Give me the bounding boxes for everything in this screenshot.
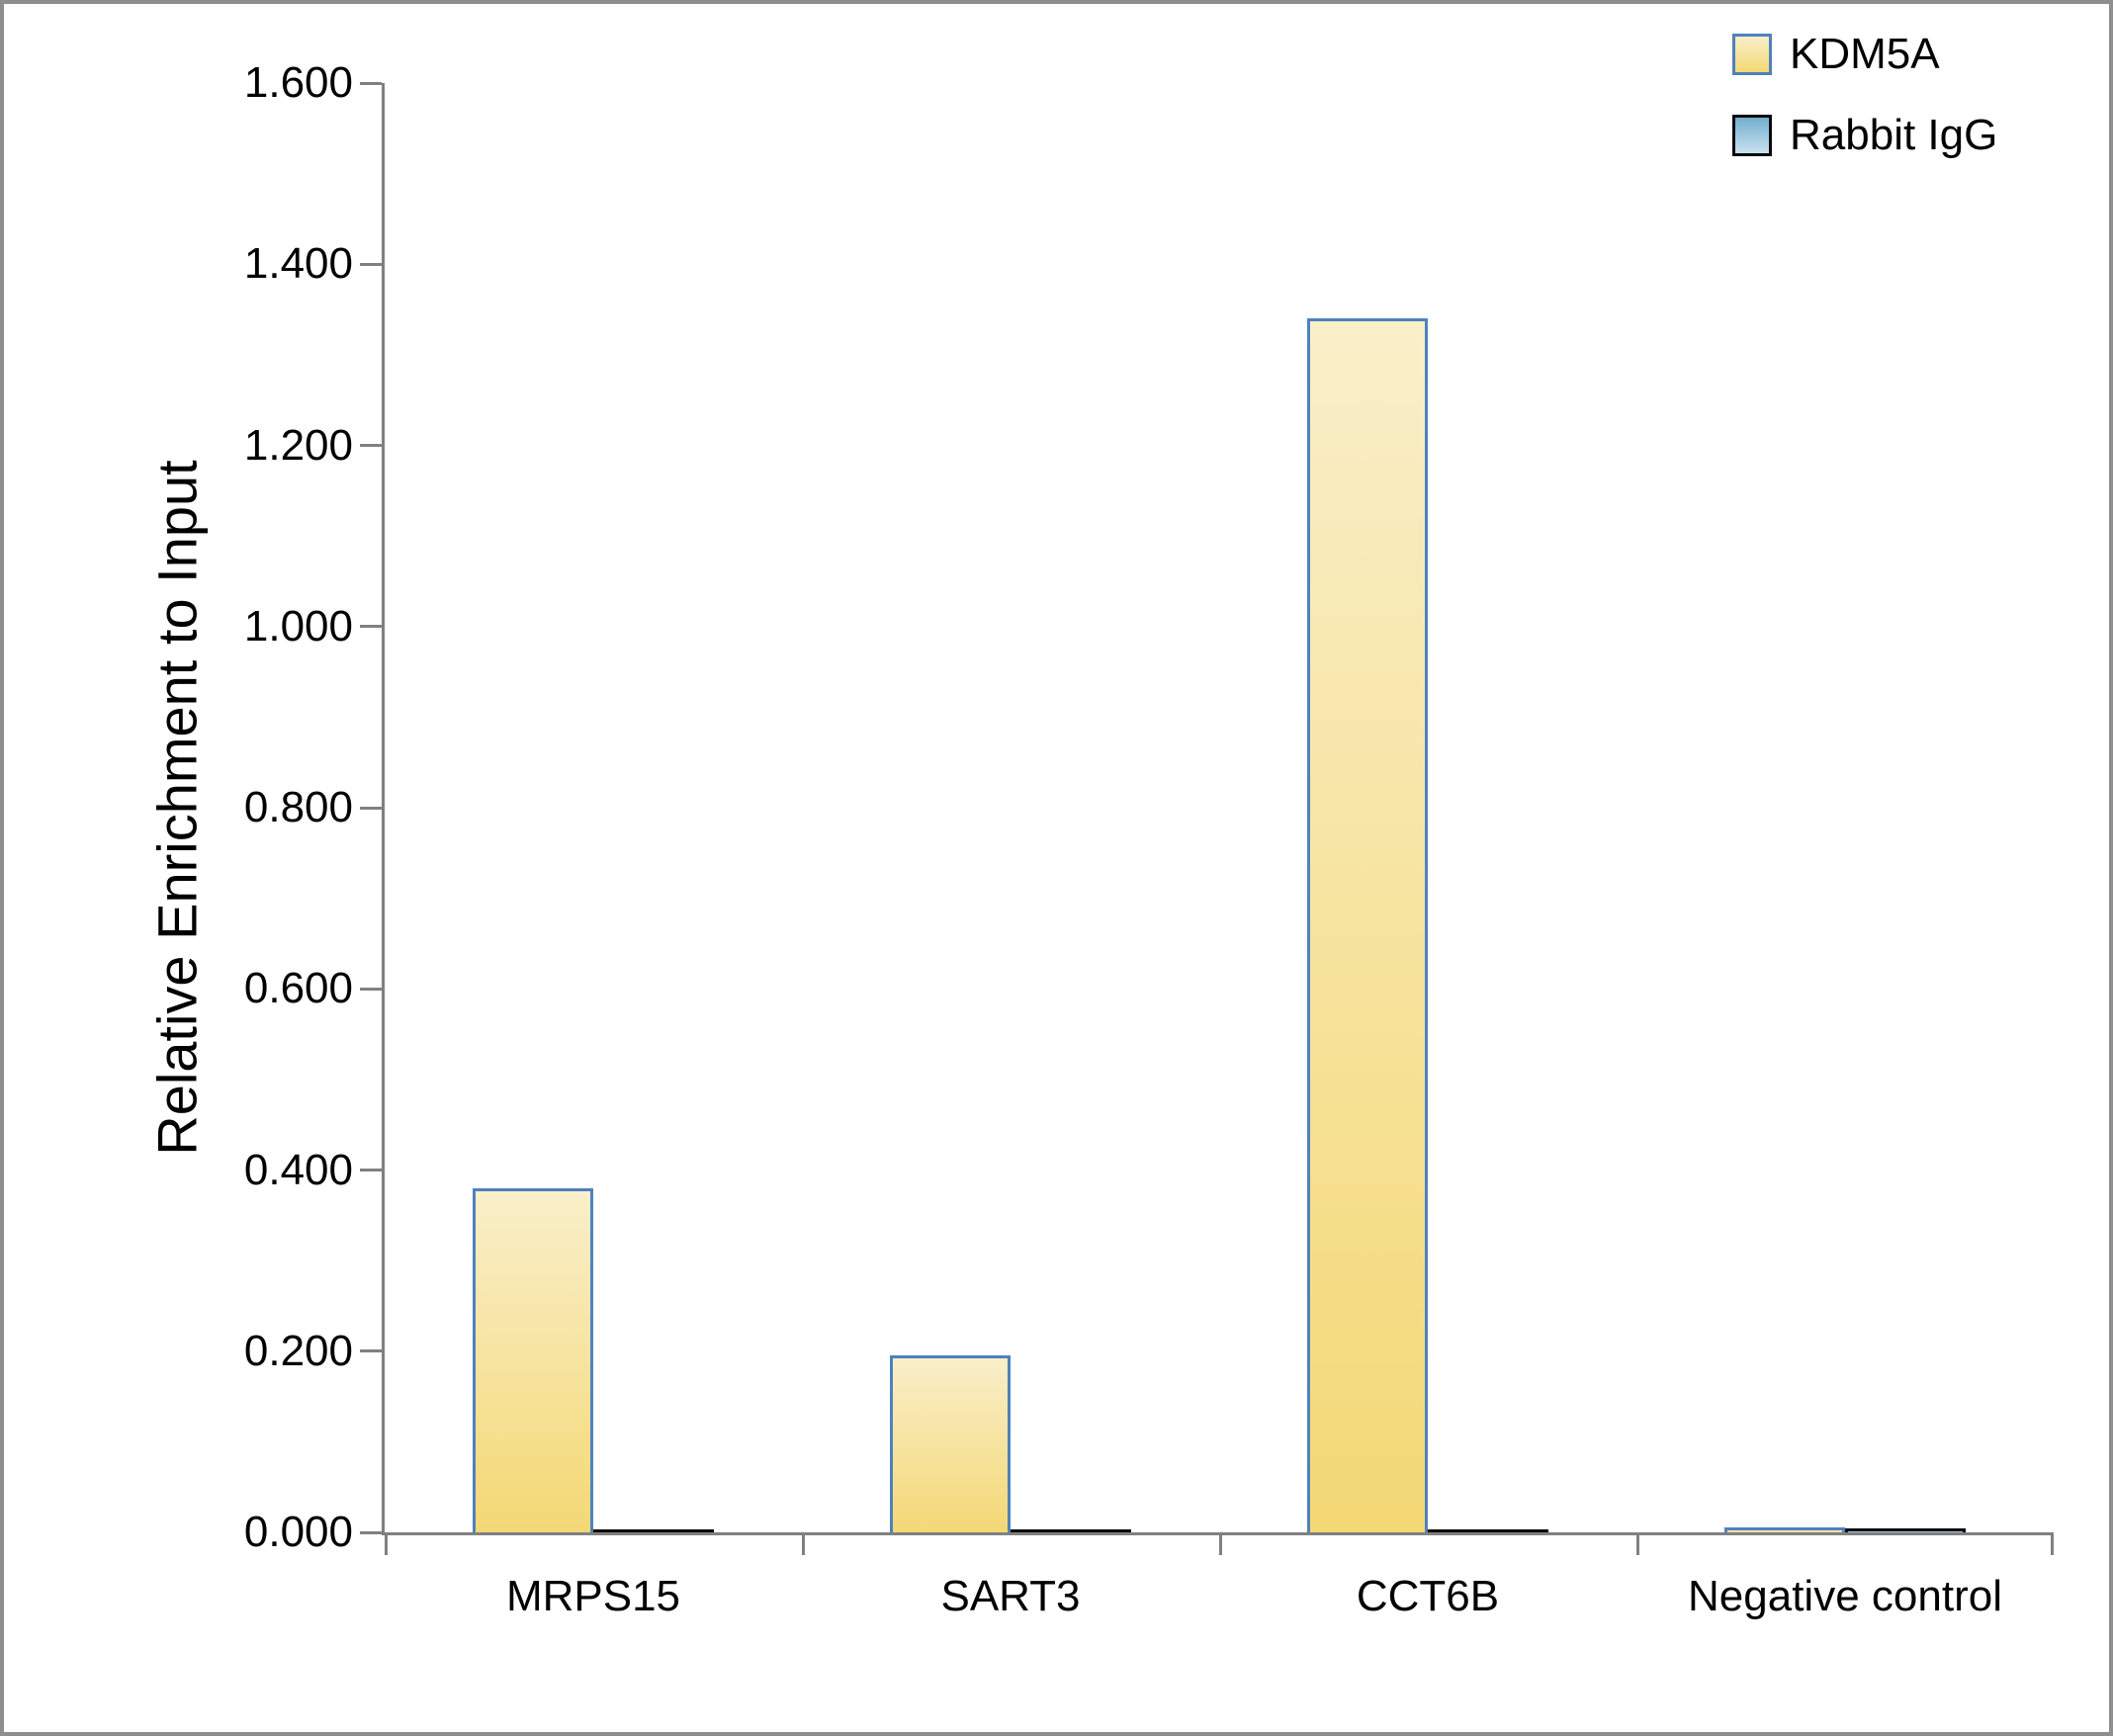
- y-axis-tick-label-1.200: 1.200: [243, 420, 353, 470]
- legend: KDM5A Rabbit IgG: [1732, 30, 1997, 160]
- y-axis-tick-label-0.800: 0.800: [243, 783, 353, 831]
- x-axis-boundary-tick: [2051, 1532, 2054, 1555]
- bar-rabbit-igg-negative-control: [1845, 1528, 1966, 1532]
- y-axis-tick-label-1.000: 1.000: [243, 601, 353, 651]
- x-axis-boundary-tick: [1219, 1532, 1222, 1555]
- x-axis-category-label-negative-control: Negative control: [1688, 1572, 2002, 1620]
- y-axis-tick-1.000: [360, 625, 382, 629]
- y-axis-tick-0.000: [360, 1530, 382, 1534]
- legend-swatch-rabbit-igg: [1732, 115, 1772, 156]
- x-axis-category-label-mrps15: MRPS15: [505, 1572, 681, 1620]
- plot-area: 0.000 0.200 0.400 0.600 0.800 1.000 1.200 1.400…: [244, 58, 2054, 1620]
- bar-kdm5a-negative-control: [1724, 1527, 1845, 1532]
- y-axis-tick-1.600: [360, 81, 382, 85]
- y-axis-tick-label-0.200: 0.200: [243, 1326, 353, 1375]
- y-axis-title: Relative Enrichment to Input: [145, 460, 209, 1156]
- bar-kdm5a-cct6b: [1307, 318, 1428, 1532]
- bar-rabbit-igg-sart3: [1011, 1529, 1131, 1532]
- x-axis-category-label-sart3: SART3: [940, 1572, 1081, 1620]
- y-axis-tick-label-1.600: 1.600: [243, 58, 353, 107]
- y-axis-tick-1.200: [360, 444, 382, 447]
- legend-label-rabbit-igg: Rabbit IgG: [1790, 111, 1998, 159]
- bar-rabbit-igg-cct6b: [1428, 1529, 1548, 1532]
- y-axis-tick-0.200: [360, 1349, 382, 1353]
- bar-kdm5a-sart3: [890, 1355, 1011, 1532]
- legend-label-kdm5a: KDM5A: [1790, 30, 1940, 78]
- x-axis-boundary-tick: [385, 1532, 388, 1555]
- bar-rabbit-igg-mrps15: [593, 1529, 714, 1532]
- y-axis-tick-0.600: [360, 987, 382, 991]
- legend-item-kdm5a: KDM5A: [1732, 30, 1997, 79]
- y-axis-tick-0.800: [360, 806, 382, 810]
- y-axis-tick-0.400: [360, 1169, 382, 1172]
- x-axis-boundary-tick: [802, 1532, 805, 1555]
- y-axis-tick-1.400: [360, 262, 382, 266]
- y-axis-tick-label-0.400: 0.400: [243, 1145, 353, 1194]
- legend-swatch-kdm5a: [1732, 34, 1772, 75]
- y-axis-tick-label-0.000: 0.000: [243, 1508, 353, 1556]
- legend-item-rabbit-igg: Rabbit IgG: [1732, 111, 1997, 160]
- x-axis-category-label-cct6b: CCT6B: [1356, 1572, 1500, 1620]
- bar-kdm5a-mrps15: [473, 1187, 593, 1532]
- y-axis-tick-label-0.600: 0.600: [243, 964, 353, 1013]
- x-axis-boundary-tick: [1636, 1532, 1639, 1555]
- y-axis-tick-label-1.400: 1.400: [243, 239, 353, 289]
